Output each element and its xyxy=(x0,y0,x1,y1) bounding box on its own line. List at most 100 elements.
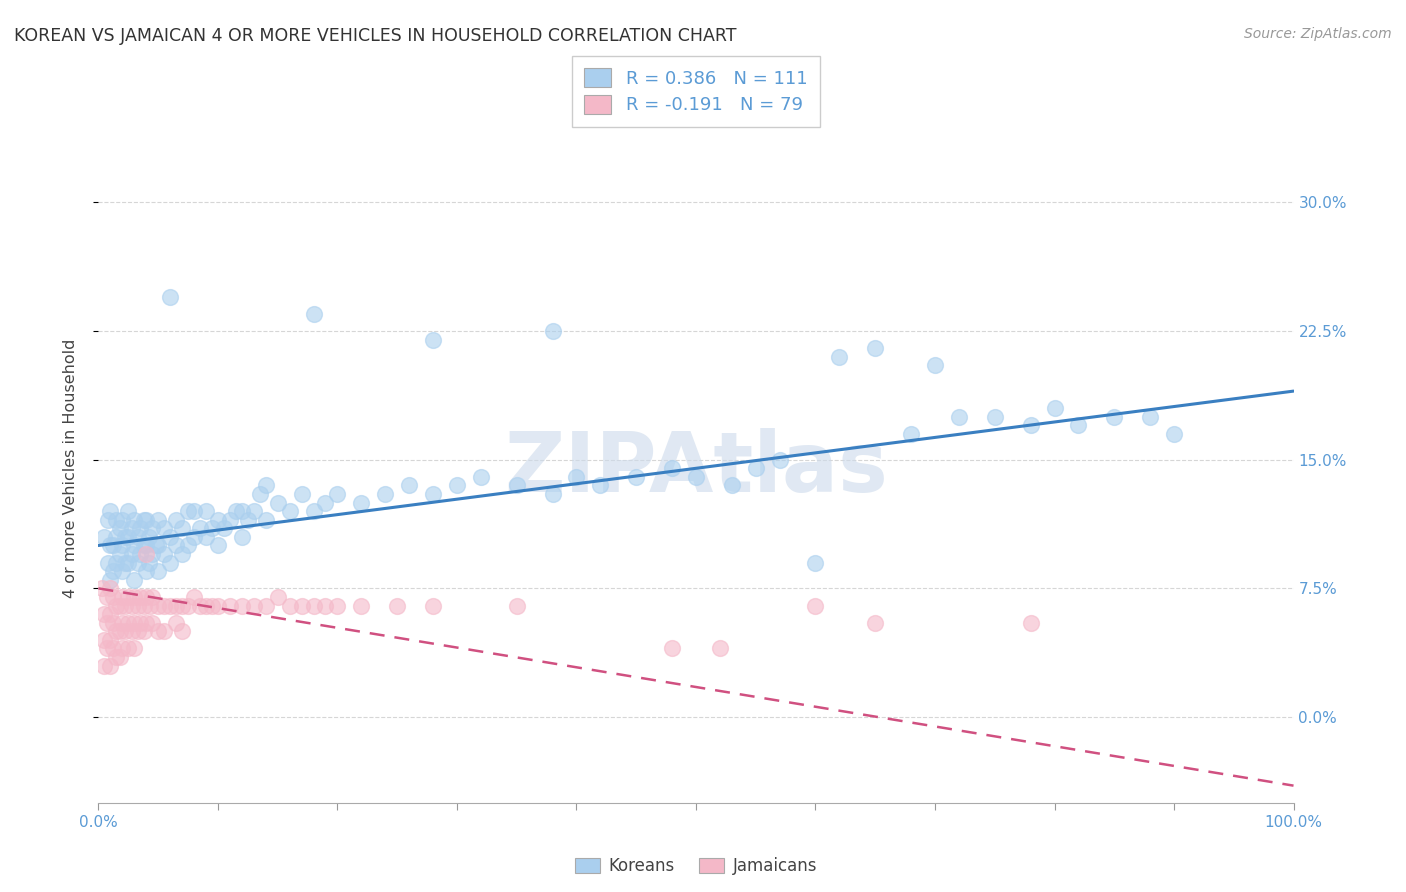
Point xyxy=(721,478,744,492)
Point xyxy=(132,513,155,527)
Text: Source: ZipAtlas.com: Source: ZipAtlas.com xyxy=(1244,27,1392,41)
Point xyxy=(212,521,235,535)
Point xyxy=(804,556,827,570)
Point xyxy=(948,409,970,424)
Point xyxy=(589,478,612,492)
Point xyxy=(177,504,200,518)
Point xyxy=(124,539,146,553)
Point xyxy=(243,504,266,518)
Point xyxy=(201,599,224,613)
Point xyxy=(111,615,134,630)
Point xyxy=(105,624,128,639)
Point xyxy=(207,513,229,527)
Point xyxy=(1139,409,1161,424)
Point xyxy=(231,530,253,544)
Point xyxy=(541,324,564,338)
Point xyxy=(114,624,136,639)
Point xyxy=(108,599,131,613)
Point xyxy=(470,470,492,484)
Point xyxy=(326,599,349,613)
Point xyxy=(91,582,114,596)
Point xyxy=(183,590,205,604)
Point xyxy=(124,513,146,527)
Point xyxy=(254,478,277,492)
Point xyxy=(111,641,134,656)
Point xyxy=(121,547,143,561)
Point xyxy=(709,641,731,656)
Point xyxy=(194,530,218,544)
Point xyxy=(350,599,373,613)
Point xyxy=(172,521,194,535)
Point xyxy=(900,427,922,442)
Point xyxy=(132,539,155,553)
Point xyxy=(114,556,136,570)
Point xyxy=(141,547,163,561)
Point xyxy=(1043,401,1066,416)
Point xyxy=(117,504,139,518)
Point xyxy=(145,539,167,553)
Legend: Koreans, Jamaicans: Koreans, Jamaicans xyxy=(568,850,824,881)
Point xyxy=(141,590,163,604)
Point xyxy=(1019,418,1042,433)
Point xyxy=(148,599,170,613)
Point xyxy=(135,590,157,604)
Point xyxy=(278,599,301,613)
Point xyxy=(124,590,146,604)
Point xyxy=(105,513,128,527)
Point xyxy=(127,530,149,544)
Point xyxy=(254,599,277,613)
Point xyxy=(1019,615,1042,630)
Point xyxy=(93,658,115,673)
Point xyxy=(93,607,115,621)
Point xyxy=(105,556,128,570)
Point xyxy=(108,624,131,639)
Point xyxy=(177,539,200,553)
Point xyxy=(111,590,134,604)
Point xyxy=(315,495,337,509)
Point xyxy=(97,556,120,570)
Point xyxy=(129,521,152,535)
Text: ZIPAtlas: ZIPAtlas xyxy=(503,428,889,508)
Point xyxy=(135,615,157,630)
Point xyxy=(114,530,136,544)
Point xyxy=(124,615,146,630)
Point xyxy=(117,615,139,630)
Point xyxy=(148,624,170,639)
Point xyxy=(101,641,124,656)
Point xyxy=(96,590,118,604)
Point xyxy=(148,513,170,527)
Point xyxy=(135,539,157,553)
Point xyxy=(291,599,314,613)
Point xyxy=(541,487,564,501)
Point xyxy=(138,556,160,570)
Point xyxy=(1163,427,1185,442)
Point xyxy=(135,564,157,578)
Point xyxy=(374,487,396,501)
Point xyxy=(108,650,131,665)
Point xyxy=(188,521,211,535)
Point xyxy=(745,461,768,475)
Point xyxy=(98,632,122,647)
Point xyxy=(132,624,155,639)
Point xyxy=(129,547,152,561)
Point xyxy=(101,564,124,578)
Point xyxy=(165,513,187,527)
Point xyxy=(117,530,139,544)
Point xyxy=(127,556,149,570)
Point xyxy=(243,599,266,613)
Point xyxy=(98,539,122,553)
Point xyxy=(141,615,163,630)
Point xyxy=(98,573,122,587)
Point xyxy=(315,599,337,613)
Point xyxy=(97,513,120,527)
Point xyxy=(117,556,139,570)
Point xyxy=(565,470,588,484)
Point xyxy=(219,599,242,613)
Point xyxy=(138,530,160,544)
Point xyxy=(661,461,683,475)
Point xyxy=(117,641,139,656)
Point xyxy=(219,513,242,527)
Point xyxy=(302,504,325,518)
Point xyxy=(159,556,181,570)
Text: KOREAN VS JAMAICAN 4 OR MORE VEHICLES IN HOUSEHOLD CORRELATION CHART: KOREAN VS JAMAICAN 4 OR MORE VEHICLES IN… xyxy=(14,27,737,45)
